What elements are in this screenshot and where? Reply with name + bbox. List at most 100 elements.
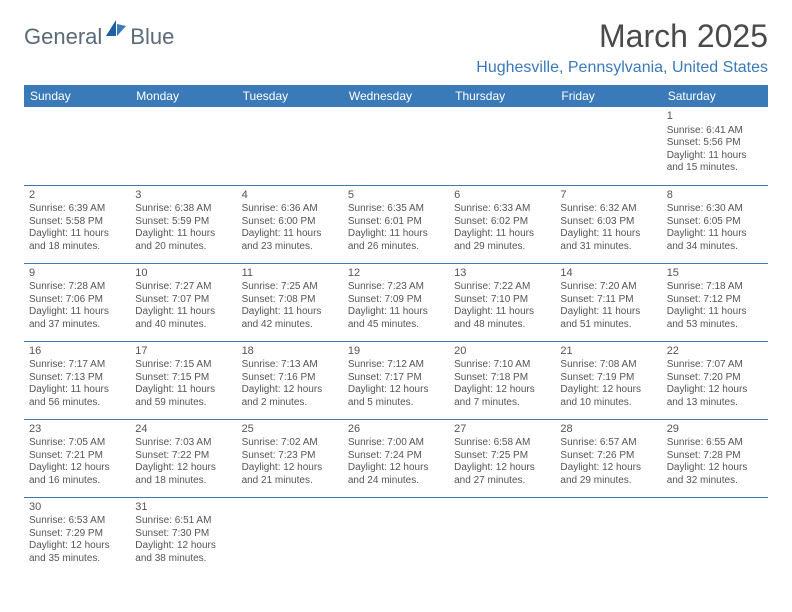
- day-cell: [24, 107, 130, 185]
- day-number: 6: [454, 189, 550, 203]
- daylight-line: and 23 minutes.: [242, 241, 338, 254]
- daylight-line: and 37 minutes.: [29, 319, 125, 332]
- day-number: 15: [667, 267, 763, 281]
- day-number: 8: [667, 189, 763, 203]
- day-number: 26: [348, 423, 444, 437]
- daylight-line: Daylight: 11 hours: [667, 150, 763, 163]
- week-row: 30Sunrise: 6:53 AMSunset: 7:29 PMDayligh…: [24, 497, 768, 575]
- day-cell: 11Sunrise: 7:25 AMSunset: 7:08 PMDayligh…: [237, 263, 343, 341]
- sunrise-line: Sunrise: 6:35 AM: [348, 203, 444, 216]
- sunset-line: Sunset: 7:17 PM: [348, 372, 444, 385]
- day-cell: 26Sunrise: 7:00 AMSunset: 7:24 PMDayligh…: [343, 419, 449, 497]
- day-cell: 5Sunrise: 6:35 AMSunset: 6:01 PMDaylight…: [343, 185, 449, 263]
- day-cell: 28Sunrise: 6:57 AMSunset: 7:26 PMDayligh…: [555, 419, 661, 497]
- daylight-line: and 20 minutes.: [135, 241, 231, 254]
- logo-text-2: Blue: [130, 24, 174, 50]
- day-number: 9: [29, 267, 125, 281]
- sunset-line: Sunset: 6:00 PM: [242, 216, 338, 229]
- day-cell: 2Sunrise: 6:39 AMSunset: 5:58 PMDaylight…: [24, 185, 130, 263]
- day-cell: 29Sunrise: 6:55 AMSunset: 7:28 PMDayligh…: [662, 419, 768, 497]
- week-row: 2Sunrise: 6:39 AMSunset: 5:58 PMDaylight…: [24, 185, 768, 263]
- daylight-line: and 29 minutes.: [454, 241, 550, 254]
- sunrise-line: Sunrise: 6:58 AM: [454, 437, 550, 450]
- sunset-line: Sunset: 7:30 PM: [135, 528, 231, 541]
- day-number: 21: [560, 345, 656, 359]
- sunrise-line: Sunrise: 7:13 AM: [242, 359, 338, 372]
- sunset-line: Sunset: 7:29 PM: [29, 528, 125, 541]
- daylight-line: and 26 minutes.: [348, 241, 444, 254]
- daylight-line: and 2 minutes.: [242, 397, 338, 410]
- day-number: 14: [560, 267, 656, 281]
- day-cell: [555, 107, 661, 185]
- daylight-line: and 7 minutes.: [454, 397, 550, 410]
- day-cell: 16Sunrise: 7:17 AMSunset: 7:13 PMDayligh…: [24, 341, 130, 419]
- day-number: 20: [454, 345, 550, 359]
- sunset-line: Sunset: 7:19 PM: [560, 372, 656, 385]
- daylight-line: Daylight: 11 hours: [29, 384, 125, 397]
- day-cell: 3Sunrise: 6:38 AMSunset: 5:59 PMDaylight…: [130, 185, 236, 263]
- daylight-line: Daylight: 12 hours: [454, 462, 550, 475]
- sunset-line: Sunset: 7:12 PM: [667, 294, 763, 307]
- day-cell: [449, 497, 555, 575]
- daylight-line: Daylight: 12 hours: [242, 384, 338, 397]
- day-cell: 18Sunrise: 7:13 AMSunset: 7:16 PMDayligh…: [237, 341, 343, 419]
- daylight-line: and 18 minutes.: [29, 241, 125, 254]
- sunset-line: Sunset: 7:13 PM: [29, 372, 125, 385]
- day-cell: 22Sunrise: 7:07 AMSunset: 7:20 PMDayligh…: [662, 341, 768, 419]
- col-wed: Wednesday: [343, 85, 449, 107]
- daylight-line: and 13 minutes.: [667, 397, 763, 410]
- sunset-line: Sunset: 7:06 PM: [29, 294, 125, 307]
- day-number: 4: [242, 189, 338, 203]
- day-number: 12: [348, 267, 444, 281]
- day-number: 25: [242, 423, 338, 437]
- day-number: 30: [29, 501, 125, 515]
- location: Hughesville, Pennsylvania, United States: [476, 59, 768, 77]
- sunset-line: Sunset: 6:01 PM: [348, 216, 444, 229]
- daylight-line: and 5 minutes.: [348, 397, 444, 410]
- sunrise-line: Sunrise: 6:32 AM: [560, 203, 656, 216]
- col-sat: Saturday: [662, 85, 768, 107]
- daylight-line: and 35 minutes.: [29, 553, 125, 566]
- calendar-table: Sunday Monday Tuesday Wednesday Thursday…: [24, 85, 768, 575]
- week-row: 23Sunrise: 7:05 AMSunset: 7:21 PMDayligh…: [24, 419, 768, 497]
- sunrise-line: Sunrise: 7:18 AM: [667, 281, 763, 294]
- daylight-line: Daylight: 12 hours: [135, 462, 231, 475]
- sunrise-line: Sunrise: 6:53 AM: [29, 515, 125, 528]
- daylight-line: Daylight: 12 hours: [29, 462, 125, 475]
- daylight-line: Daylight: 11 hours: [242, 306, 338, 319]
- day-number: 1: [667, 110, 763, 124]
- daylight-line: Daylight: 12 hours: [348, 462, 444, 475]
- daylight-line: Daylight: 12 hours: [348, 384, 444, 397]
- sunrise-line: Sunrise: 7:03 AM: [135, 437, 231, 450]
- daylight-line: Daylight: 11 hours: [560, 306, 656, 319]
- day-cell: 10Sunrise: 7:27 AMSunset: 7:07 PMDayligh…: [130, 263, 236, 341]
- daylight-line: and 34 minutes.: [667, 241, 763, 254]
- daylight-line: Daylight: 12 hours: [29, 540, 125, 553]
- sunset-line: Sunset: 6:02 PM: [454, 216, 550, 229]
- daylight-line: and 29 minutes.: [560, 475, 656, 488]
- header: General Blue March 2025 Hughesville, Pen…: [24, 18, 768, 77]
- daylight-line: and 18 minutes.: [135, 475, 231, 488]
- daylight-line: Daylight: 11 hours: [454, 228, 550, 241]
- day-cell: 24Sunrise: 7:03 AMSunset: 7:22 PMDayligh…: [130, 419, 236, 497]
- daylight-line: and 15 minutes.: [667, 162, 763, 175]
- daylight-line: and 42 minutes.: [242, 319, 338, 332]
- sunset-line: Sunset: 7:09 PM: [348, 294, 444, 307]
- logo-text-1: General: [24, 24, 102, 50]
- col-thu: Thursday: [449, 85, 555, 107]
- daylight-line: Daylight: 11 hours: [135, 228, 231, 241]
- col-sun: Sunday: [24, 85, 130, 107]
- day-number: 10: [135, 267, 231, 281]
- daylight-line: Daylight: 11 hours: [560, 228, 656, 241]
- sunset-line: Sunset: 6:03 PM: [560, 216, 656, 229]
- day-cell: 13Sunrise: 7:22 AMSunset: 7:10 PMDayligh…: [449, 263, 555, 341]
- daylight-line: Daylight: 11 hours: [348, 306, 444, 319]
- day-cell: 19Sunrise: 7:12 AMSunset: 7:17 PMDayligh…: [343, 341, 449, 419]
- week-row: 16Sunrise: 7:17 AMSunset: 7:13 PMDayligh…: [24, 341, 768, 419]
- day-cell: 8Sunrise: 6:30 AMSunset: 6:05 PMDaylight…: [662, 185, 768, 263]
- sunset-line: Sunset: 7:18 PM: [454, 372, 550, 385]
- day-cell: [237, 497, 343, 575]
- col-tue: Tuesday: [237, 85, 343, 107]
- day-cell: [237, 107, 343, 185]
- daylight-line: and 16 minutes.: [29, 475, 125, 488]
